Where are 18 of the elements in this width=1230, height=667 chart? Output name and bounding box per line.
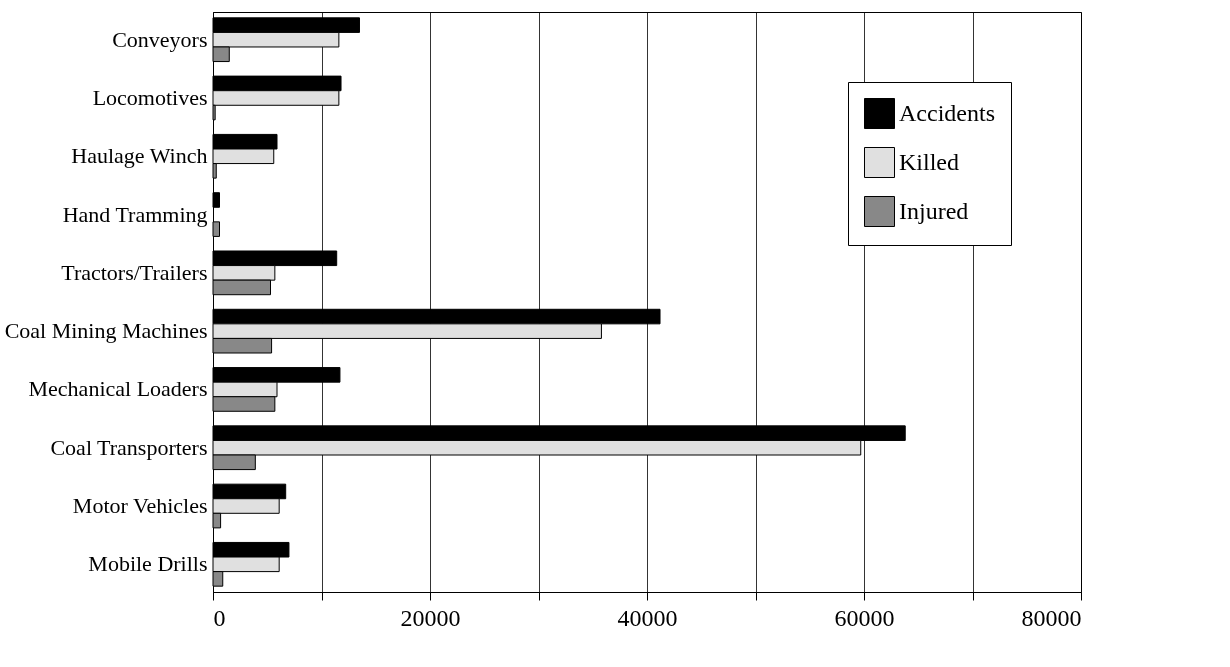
x-tick-label: 40000	[617, 604, 678, 631]
x-tick-label: 60000	[834, 604, 895, 631]
y-tick-label: Mechanical Loaders	[28, 376, 208, 402]
x-tick-label: 80000	[1021, 604, 1082, 631]
legend-label: Accidents	[899, 99, 995, 126]
y-tick-label: Motor Vehicles	[72, 493, 208, 519]
y-tick-label: Hand Tramming	[62, 201, 208, 227]
y-tick-label: Conveyors	[112, 26, 208, 52]
y-tick-label: Coal Transporters	[50, 434, 208, 460]
legend-label: Injured	[899, 197, 969, 224]
y-tick-label: Mobile Drills	[88, 551, 208, 577]
legend-label: Killed	[899, 148, 959, 175]
x-tick-label: 20000	[400, 604, 461, 631]
y-tick-label: Coal Mining Machines	[4, 318, 208, 344]
y-tick-label: Haulage Winch	[71, 143, 208, 169]
y-tick-label: Locomotives	[92, 84, 208, 110]
y-tick-label: Tractors/Trailers	[61, 259, 208, 285]
x-tick-label: 0	[213, 604, 226, 631]
